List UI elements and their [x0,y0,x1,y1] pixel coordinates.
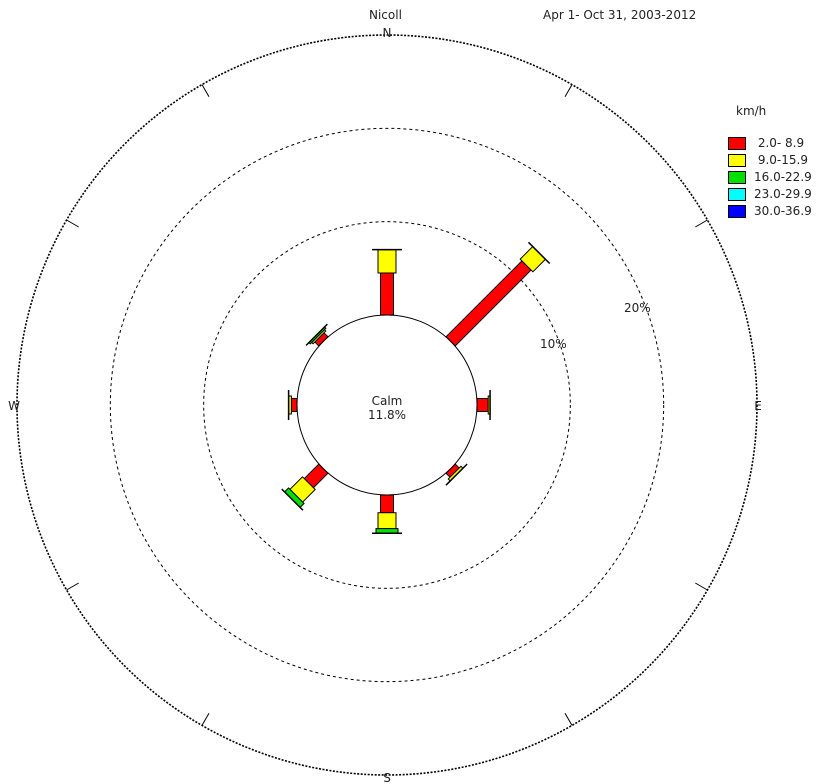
direction-bars [281,241,551,535]
ring-tick [564,713,573,726]
direction-bar-w [287,390,298,420]
ring-tick [66,582,79,591]
grid-ring-10 [203,221,571,589]
legend-item: 23.0-29.9 [728,186,812,202]
chart-subtitle: Apr 1- Oct 31, 2003-2012 [543,8,697,22]
legend-swatch [728,136,746,150]
legend-swatch [728,187,746,201]
grid-ring-20 [109,127,665,683]
ring-tick [695,219,708,228]
legend-swatch [728,170,746,184]
calm-circle [296,314,478,496]
ring-tick [66,219,79,228]
ring-label-10: 10% [540,337,567,351]
direction-bar-sw [281,463,329,511]
legend-item: 30.0-36.9 [728,203,812,219]
ring-tick [695,582,708,591]
legend-title: km/h [736,104,767,118]
legend-swatch [728,204,746,218]
legend-label: 2.0- 8.9 [754,136,805,150]
compass-e: E [754,399,762,413]
legend-item: 2.0- 8.9 [728,135,812,151]
direction-bar-e [476,390,491,420]
bar-cap [445,463,468,486]
direction-bar-se [445,463,468,486]
legend-label: 30.0-36.9 [754,204,812,218]
grid-rings [16,34,758,776]
bar-segment [380,272,394,316]
direction-bar-n [372,248,402,316]
ring-tick [564,84,573,97]
outer-ring [16,34,758,776]
calm-value: 11.8% [368,408,406,422]
bar-segment [380,494,394,514]
compass-w: W [8,399,20,413]
bar-segment [445,260,532,347]
direction-bar-s [372,494,402,535]
bar-cap [527,241,551,265]
legend-label: 9.0-15.9 [754,153,808,167]
ring-tick [201,713,210,726]
legend-swatch [728,153,746,167]
bar-segment [476,398,489,412]
legend-item: 9.0-15.9 [728,152,812,168]
compass-n: N [383,26,392,40]
chart-title: Nicoll [369,8,402,22]
legend-label: 23.0-29.9 [754,187,812,201]
compass-ticks [66,84,708,726]
legend-item: 16.0-22.9 [728,169,812,185]
bar-segment [290,398,298,412]
bar-segment [377,512,397,530]
calm-label: Calm [372,394,403,408]
bar-segment [377,249,397,274]
ring-tick [201,84,210,97]
bar-cap [305,323,328,346]
ring-label-20: 20% [624,301,651,315]
bar-cap [281,488,304,511]
legend: km/h 2.0- 8.9 9.0-15.9 16.0-22.9 23.0-29… [728,104,812,220]
legend-label: 16.0-22.9 [754,170,812,184]
compass-s: S [383,771,391,784]
direction-bar-ne [445,241,551,347]
